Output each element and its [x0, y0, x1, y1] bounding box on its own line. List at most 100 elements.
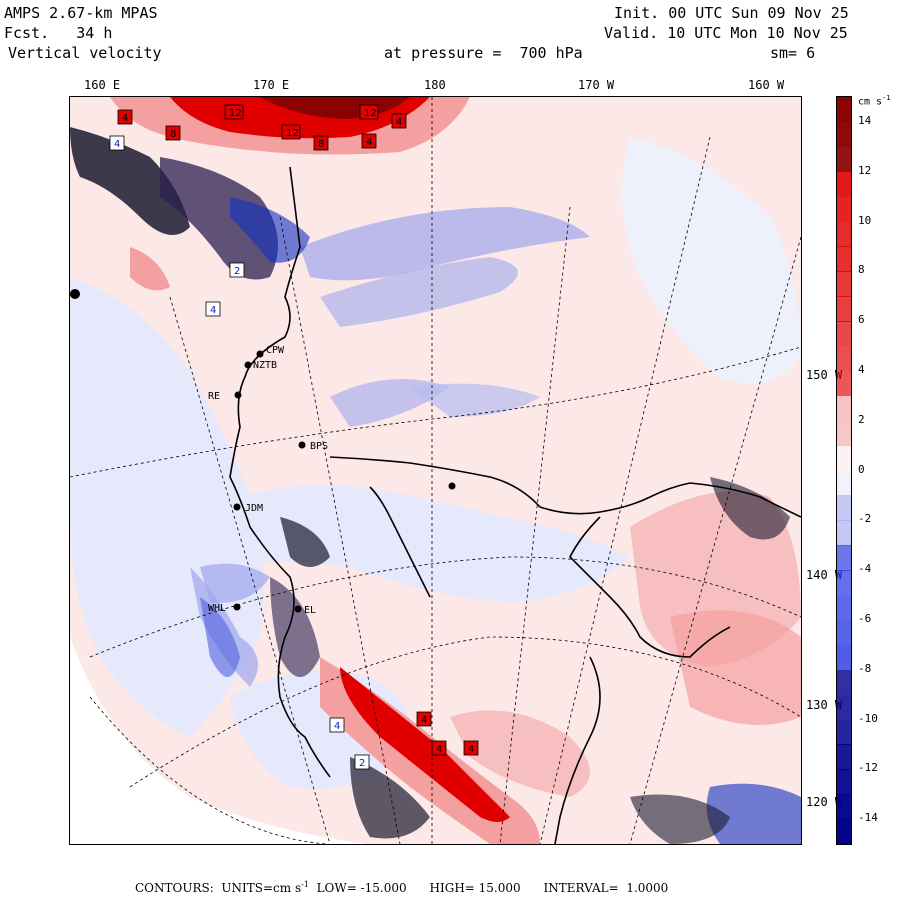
colorbar-segment: [837, 121, 851, 148]
colorbar-segment: [837, 221, 851, 247]
contour-marker-box: [205, 301, 221, 317]
colorbar-unit-exponent: -1: [882, 94, 891, 102]
colorbar-segment: [837, 246, 851, 272]
colorbar-segment: [837, 470, 851, 496]
contour-marker-label: 8: [170, 129, 176, 140]
grounding-line: [369, 486, 431, 598]
colorbar-segment: [837, 669, 851, 696]
contour-marker-box: [281, 124, 301, 140]
colorbar-segment: [837, 819, 851, 845]
positive-patch-west: [130, 247, 170, 291]
contour-marker-box: [165, 125, 181, 141]
colorbar-label: -2: [858, 512, 872, 526]
negative-region-east: [622, 137, 801, 384]
colorbar-label: 12: [858, 163, 872, 177]
colorbar-label: -8: [858, 661, 872, 675]
colorbar-label: 14: [858, 113, 872, 127]
contour-marker-box: [329, 717, 345, 733]
contour-marker-label: 4: [468, 744, 474, 755]
station-whl-label: WHL: [208, 603, 226, 614]
mixed-cluster-south: [350, 757, 430, 839]
contour-marker-label: 12: [229, 108, 242, 119]
contour-marker-box: [109, 135, 125, 151]
station-whl-dot: [233, 603, 241, 611]
colorbar-segment: [837, 520, 851, 546]
init-label: Init.: [614, 4, 660, 22]
valid-label: Valid.: [604, 24, 659, 42]
coastline-west: [229, 166, 331, 778]
stations: CPW NZTB RE BPS JDM WHL EL: [70, 289, 456, 616]
mixed-cluster-nw: [70, 127, 190, 235]
station-bps-label: BPS: [310, 441, 328, 452]
negative-patch-3: [200, 563, 270, 603]
negative-cluster-nw: [230, 197, 310, 263]
contour-marker-box: [354, 754, 370, 770]
station-re-dot: [234, 391, 242, 399]
station-cpw-dot: [256, 350, 264, 358]
negative-band-north: [300, 207, 590, 281]
contour-marker-box: [416, 711, 432, 727]
negative-patch-5: [200, 597, 240, 677]
domain-edge-mask: [70, 637, 370, 844]
colorbar-segment: [837, 97, 851, 123]
mixed-cluster-nw-2: [160, 157, 278, 280]
graticule-lat-1: [70, 346, 801, 478]
colorbar-label: 10: [858, 213, 872, 227]
forecast-lead: Fcst. 34 h: [4, 24, 112, 42]
coastline-south: [554, 656, 601, 844]
colorbar-segment: [837, 395, 851, 422]
lon-tick-170e: 170 E: [253, 78, 290, 92]
init-value: 00 UTC Sun 09 Nov 25: [668, 4, 849, 22]
colorbar-segment: [837, 321, 851, 347]
lon-tick-160e: 160 E: [84, 78, 121, 92]
contour-marker-box: [229, 262, 245, 278]
station-el-label: EL: [304, 605, 316, 616]
colorbar-label: -4: [858, 562, 872, 576]
colorbar: [836, 96, 852, 845]
colorbar-segment: [837, 719, 851, 745]
coastlines: [229, 166, 801, 844]
map-canvas: CPW NZTB RE BPS JDM WHL EL 4 12 8 12 12 8 4 4 4 2…: [70, 97, 801, 844]
station-nztb-label: NZTB: [253, 360, 277, 371]
smoothing-value: sm= 6: [770, 44, 816, 62]
colorbar-segment: [837, 694, 851, 720]
valid-value: 10 UTC Mon 10 Nov 25: [667, 24, 848, 42]
graticule-lon-4: [499, 206, 571, 844]
station-jdm-dot: [233, 503, 241, 511]
colorbar-label: 0: [858, 462, 865, 476]
colorbar-segment: [837, 619, 851, 646]
colorbar-segment: [837, 744, 851, 770]
mixed-cluster-east: [710, 477, 790, 540]
station-el-dot: [294, 605, 302, 613]
positive-region-south: [450, 710, 590, 797]
colorbar-segment: [837, 445, 851, 471]
graticule-lat-3: [129, 636, 801, 788]
footer-interval: INTERVAL= 1.0000: [543, 881, 669, 895]
coastline-east: [569, 516, 731, 658]
graticule-lon-1: [169, 296, 331, 844]
contour-marker-box: [224, 104, 244, 120]
colorbar-segment: [837, 495, 851, 521]
station-nztb-dot: [244, 361, 252, 369]
contour-footer: CONTOURS: UNITS=cm s-1 LOW= -15.000 HIGH…: [135, 880, 668, 895]
footer-contours-label: CONTOURS:: [135, 881, 214, 895]
colorbar-segment: [837, 196, 851, 222]
colorbar-segment: [837, 296, 851, 322]
colorbar-segment: [837, 570, 851, 596]
contour-marker-box: [391, 113, 407, 129]
map-panel: CPW NZTB RE BPS JDM WHL EL 4 12 8 12 12 8 4 4 4 2…: [69, 96, 802, 845]
colorbar-unit: cm s-1: [858, 94, 891, 107]
pressure-level: at pressure = 700 hPa: [384, 44, 583, 62]
colorbar-segment: [837, 769, 851, 795]
colorbar-segment: [837, 171, 851, 198]
variable-name: Vertical velocity: [8, 44, 162, 62]
contour-marker-box: [361, 133, 377, 149]
colorbar-label: -6: [858, 611, 872, 625]
contour-marker-box: [463, 740, 479, 756]
forecast-label: Fcst.: [4, 24, 50, 42]
contour-marker-box: [359, 104, 379, 120]
negative-patch-2: [410, 383, 540, 417]
colorbar-label: -10: [858, 711, 878, 725]
colorbar-label: 6: [858, 313, 865, 327]
contour-marker-label: 4: [436, 744, 442, 755]
